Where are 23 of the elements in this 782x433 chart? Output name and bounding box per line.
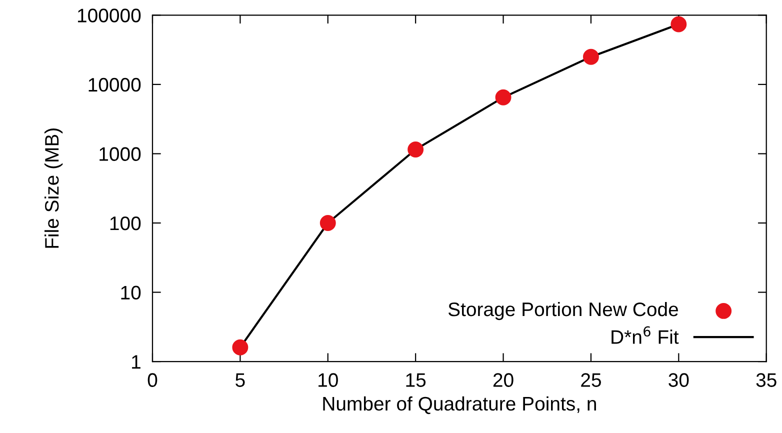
legend-label: Storage Portion New Code: [448, 302, 678, 320]
x-tick-label: 15: [406, 373, 426, 387]
point: [582, 48, 599, 65]
point: [320, 215, 336, 231]
y-tick-label: 100000: [78, 8, 141, 22]
x-tick-label: 20: [493, 373, 514, 387]
legend-label: D*n$^{6}$ Fit: [612, 326, 679, 344]
x-tick-label: 10: [318, 373, 338, 387]
x-tick-label: 5: [236, 373, 245, 387]
y-tick-label: 1000: [100, 147, 141, 161]
y-axis-title: File Size (MB): [44, 128, 63, 248]
y-tick-label: 100: [110, 216, 141, 230]
x-axis-title: Number of Quadrature Points, n: [323, 396, 596, 414]
x-tick-label: 0: [148, 373, 158, 387]
y-tick-label: 10000: [88, 78, 141, 92]
point: [408, 142, 424, 158]
y-tick-label: 1: [132, 355, 140, 369]
x-tick-label: 35: [756, 373, 776, 387]
y-tick-label: 10: [121, 286, 141, 300]
point: [495, 89, 512, 106]
x-tick-label: 30: [668, 373, 689, 387]
x-tick-label: 25: [581, 373, 601, 387]
point: [232, 339, 248, 356]
